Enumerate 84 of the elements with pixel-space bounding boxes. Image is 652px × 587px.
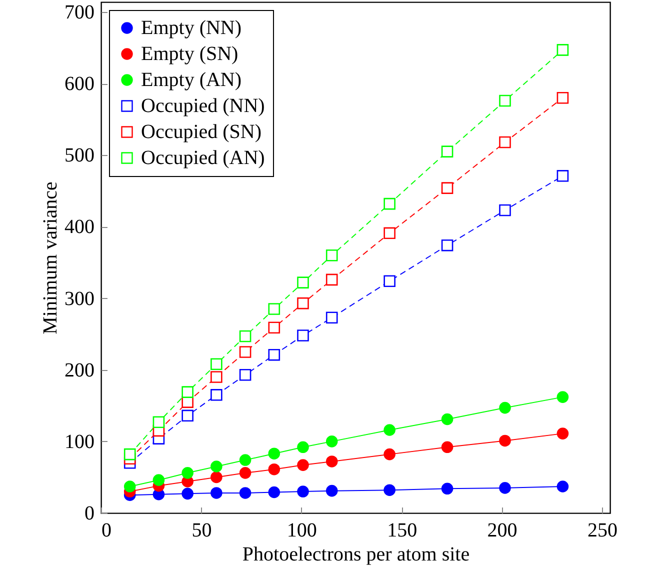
point (499, 204, 511, 216)
point (499, 402, 511, 414)
y-tick-label: 200 (64, 359, 94, 382)
point (210, 371, 222, 383)
point (210, 389, 222, 401)
point (384, 448, 396, 460)
x-tick-label: 0 (102, 520, 112, 542)
legend-label: Empty (NN) (141, 17, 242, 39)
point (499, 136, 511, 148)
point (268, 486, 280, 498)
point (239, 346, 252, 358)
legend-label: Empty (AN) (141, 69, 242, 91)
point (499, 434, 511, 447)
point (384, 227, 396, 240)
y-tick-label: 0 (84, 502, 94, 524)
y-tick-label: 300 (64, 288, 94, 310)
point (297, 276, 309, 288)
point (556, 92, 569, 104)
y-tick-label: 600 (64, 73, 94, 96)
point (441, 441, 454, 454)
point (152, 474, 165, 486)
point (326, 436, 338, 448)
legend-label: Occupied (NN) (141, 95, 265, 117)
point (210, 460, 222, 472)
point (556, 480, 569, 492)
point (556, 391, 569, 403)
y-axis-title: Minimum variance (40, 182, 62, 334)
x-tick-label: 50 (192, 520, 212, 542)
point (268, 322, 280, 334)
point (499, 482, 511, 494)
point (239, 454, 252, 466)
point (182, 488, 194, 500)
point (441, 413, 454, 426)
point (239, 330, 252, 342)
point (297, 297, 309, 310)
point (297, 330, 309, 342)
y-tick-label: 100 (64, 430, 94, 453)
y-tick-label: 700 (64, 2, 94, 24)
point (441, 182, 454, 194)
point (556, 44, 569, 56)
point (239, 467, 252, 479)
point (182, 386, 194, 398)
legend-label: Occupied (AN) (141, 147, 265, 169)
point (239, 487, 252, 499)
point (441, 482, 454, 495)
point (210, 487, 222, 499)
point (268, 463, 280, 476)
legend-label: Occupied (SN) (141, 121, 262, 143)
point (326, 312, 338, 324)
point (384, 424, 396, 436)
point (124, 480, 136, 492)
point (556, 428, 569, 440)
point (441, 146, 454, 158)
point (182, 410, 194, 422)
point (268, 448, 280, 460)
point (326, 456, 338, 468)
legend-label: Empty (SN) (141, 43, 238, 65)
point (239, 368, 252, 381)
point (124, 448, 136, 460)
point (384, 198, 396, 210)
point (297, 459, 309, 471)
point (210, 358, 222, 370)
point (152, 416, 165, 428)
x-axis-title: Photoelectrons per atom site (242, 544, 470, 566)
x-tick-label: 100 (286, 520, 317, 542)
point (297, 441, 309, 454)
point (182, 467, 194, 479)
point (297, 486, 309, 498)
point (268, 348, 280, 361)
point (326, 274, 338, 286)
point (210, 471, 222, 484)
x-tick-label: 150 (387, 520, 418, 542)
point (499, 94, 511, 107)
point (384, 275, 396, 288)
point (556, 170, 569, 182)
y-tick-label: 500 (64, 144, 94, 167)
x-tick-label: 250 (587, 520, 618, 542)
point (326, 484, 338, 497)
point (326, 249, 338, 262)
x-tick-label: 200 (487, 520, 518, 542)
point (441, 239, 454, 252)
y-tick-label: 400 (64, 216, 94, 238)
point (384, 484, 396, 496)
point (268, 303, 280, 315)
